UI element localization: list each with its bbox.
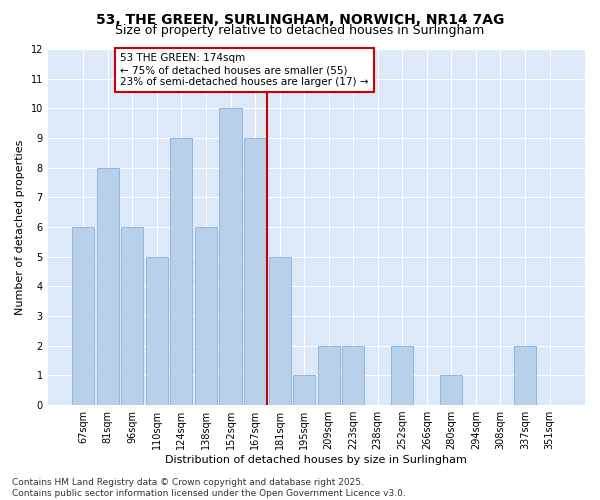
Bar xyxy=(391,346,413,405)
Bar xyxy=(317,346,340,405)
Bar xyxy=(72,227,94,405)
Bar xyxy=(514,346,536,405)
Text: 53 THE GREEN: 174sqm
← 75% of detached houses are smaller (55)
23% of semi-detac: 53 THE GREEN: 174sqm ← 75% of detached h… xyxy=(120,54,368,86)
X-axis label: Distribution of detached houses by size in Surlingham: Distribution of detached houses by size … xyxy=(166,455,467,465)
Bar xyxy=(195,227,217,405)
Text: Contains HM Land Registry data © Crown copyright and database right 2025.
Contai: Contains HM Land Registry data © Crown c… xyxy=(12,478,406,498)
Bar xyxy=(220,108,242,405)
Bar xyxy=(121,227,143,405)
Bar xyxy=(269,256,290,405)
Bar xyxy=(440,376,463,405)
Bar xyxy=(97,168,119,405)
Bar xyxy=(244,138,266,405)
Y-axis label: Number of detached properties: Number of detached properties xyxy=(15,140,25,314)
Text: Size of property relative to detached houses in Surlingham: Size of property relative to detached ho… xyxy=(115,24,485,37)
Bar xyxy=(293,376,315,405)
Bar xyxy=(146,256,168,405)
Text: 53, THE GREEN, SURLINGHAM, NORWICH, NR14 7AG: 53, THE GREEN, SURLINGHAM, NORWICH, NR14… xyxy=(96,12,504,26)
Bar xyxy=(342,346,364,405)
Bar xyxy=(170,138,193,405)
